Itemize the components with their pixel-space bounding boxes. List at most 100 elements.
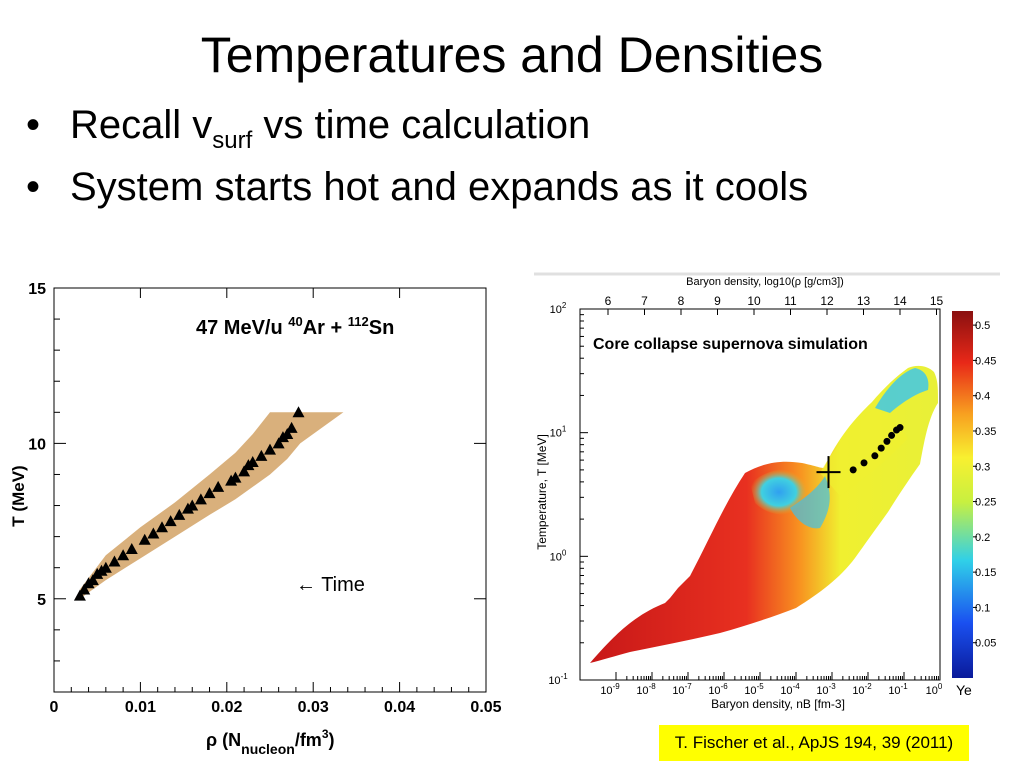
- colorbar-tick-label: 0.5: [975, 320, 990, 332]
- data-point-triangle: [173, 508, 186, 520]
- x-axis-label: Baryon density, nB [fm-3]: [711, 697, 845, 711]
- bullet-dot: •: [26, 165, 41, 209]
- data-point-triangle: [203, 487, 216, 499]
- data-point-triangle: [212, 480, 225, 492]
- colorbar-tick-label: 0.25: [975, 497, 996, 509]
- data-point-triangle: [229, 471, 242, 483]
- data-point-triangle: [86, 574, 99, 586]
- simulation-title: Core collapse supernova simulation: [593, 336, 868, 353]
- y-axis-label: Temperature, T [MeV]: [535, 434, 549, 550]
- colorbar-tick-label: 0.2: [975, 532, 990, 544]
- colorbar-tick-label: 0.15: [975, 567, 996, 579]
- temperature-density-chart: 0 0.01 0.02 0.03 0.04 0.05 5 10 15 47 MeV/u 40Ar…: [9, 281, 502, 757]
- top-tick-label: 14: [893, 294, 907, 308]
- bullet-dot: •: [26, 103, 41, 147]
- top-axis-label: Baryon density, log10(ρ [g/cm3]): [686, 276, 844, 288]
- data-point-triangle: [264, 443, 276, 455]
- data-point-triangle: [73, 589, 86, 601]
- simulation-point: [860, 459, 868, 467]
- data-point-triangle: [281, 428, 294, 440]
- x-tick-label: 0.02: [211, 699, 242, 716]
- y-tick-label: 100: [550, 548, 567, 563]
- top-tick-label: 12: [820, 294, 834, 308]
- chart-title: 47 MeV/u 40Ar + 112Sn: [196, 314, 394, 339]
- data-point-triangle: [125, 543, 138, 555]
- data-point-triangle: [147, 527, 160, 539]
- x-tick-label: 10-2: [852, 682, 872, 697]
- y-axis-label: T (MeV): [9, 465, 28, 526]
- x-tick-label: 0.04: [384, 699, 415, 716]
- bullet-text: Recall v: [70, 103, 213, 147]
- x-tick-label: 10-9: [600, 682, 620, 697]
- data-point-triangle: [186, 499, 199, 511]
- x-tick-label: 0.03: [298, 699, 329, 716]
- simulation-point: [871, 452, 879, 460]
- x-tick-label: 0: [50, 699, 59, 716]
- x-tick-label: 10-5: [744, 682, 764, 697]
- data-point-triangle: [156, 521, 168, 533]
- colorbar-tick-label: 0.05: [975, 638, 996, 650]
- top-tick-label: 10: [747, 294, 761, 308]
- plot-frame: [53, 287, 487, 693]
- simulation-point: [877, 444, 885, 452]
- x-tick-label: 10-4: [780, 682, 800, 697]
- bullet-text: System starts hot and expands as it cool…: [70, 165, 809, 209]
- x-tick-label: 100: [926, 682, 943, 697]
- data-point-triangle: [238, 465, 251, 477]
- data-point-triangle: [246, 456, 259, 468]
- top-tick-label: 11: [784, 294, 797, 308]
- data-point-triangle: [117, 549, 130, 561]
- top-tick-label: 6: [605, 294, 612, 308]
- x-tick-label: 0.05: [470, 699, 501, 716]
- simulation-surface: [590, 365, 938, 663]
- bullet-subscript: surf: [212, 127, 253, 154]
- colorbar-tick-label: 0.1: [975, 602, 990, 614]
- bullet-item: • System starts hot and expands as it coo…: [26, 160, 808, 222]
- colorbar-tick-label: 0.35: [975, 426, 996, 438]
- data-point-triangle: [99, 561, 112, 573]
- bullet-item: • Recall vsurf vs time calculation: [26, 98, 808, 160]
- data-point-triangle: [108, 555, 121, 567]
- x-tick-label: 10-7: [672, 682, 692, 697]
- data-point-triangle: [78, 583, 91, 595]
- y-tick-label: 102: [550, 301, 567, 316]
- data-point-triangle: [194, 493, 207, 505]
- error-band: [79, 412, 344, 599]
- x-tick-label: 0.01: [125, 699, 156, 716]
- simulation-point: [849, 466, 857, 474]
- x-tick-label: 10-8: [636, 682, 656, 697]
- slide-title: Temperatures and Densities: [200, 27, 824, 83]
- top-tick-label: 7: [641, 294, 648, 308]
- x-tick-label: 10-3: [816, 682, 836, 697]
- citation-box: T. Fischer et al., ApJS 194, 39 (2011): [659, 725, 969, 761]
- colorbar-label: Ye: [956, 682, 972, 698]
- top-tick-label: 9: [714, 294, 721, 308]
- x-tick-label: 10-1: [888, 682, 908, 697]
- bullet-text-end: vs time calculation: [252, 103, 591, 147]
- y-tick-label: 5: [37, 592, 46, 609]
- y-tick-label: 10-1: [548, 672, 568, 687]
- supernova-simulation-chart: Baryon density, log10(ρ [g/cm3]) 10-9 10-…: [534, 272, 1000, 711]
- data-point-triangle: [255, 449, 268, 461]
- colorbar-tick-label: 0.3: [975, 461, 990, 473]
- colorbar-tick-label: 0.45: [975, 355, 996, 367]
- colorbar: [952, 311, 973, 678]
- bullet-list: • Recall vsurf vs time calculation • Syste…: [26, 98, 808, 222]
- x-tick-label: 10-6: [708, 682, 728, 697]
- x-axis-label: ρ (Nnucleon/fm3): [206, 727, 335, 757]
- data-point-triangle: [164, 515, 177, 527]
- data-point-triangle: [285, 421, 298, 433]
- top-tick-label: 8: [678, 294, 685, 308]
- y-tick-label: 101: [550, 425, 567, 440]
- top-tick-label: 15: [930, 294, 944, 308]
- simulation-point: [883, 437, 891, 445]
- top-tick-label: 13: [857, 294, 871, 308]
- y-tick-label: 10: [28, 436, 46, 453]
- colorbar-tick-label: 0.4: [975, 391, 990, 403]
- y-tick-label: 15: [28, 281, 46, 298]
- simulation-point: [888, 431, 896, 439]
- simulation-point: [896, 424, 904, 432]
- time-annotation: ← Time: [296, 574, 365, 596]
- data-point-triangle: [138, 533, 151, 545]
- data-point-triangle: [292, 406, 305, 418]
